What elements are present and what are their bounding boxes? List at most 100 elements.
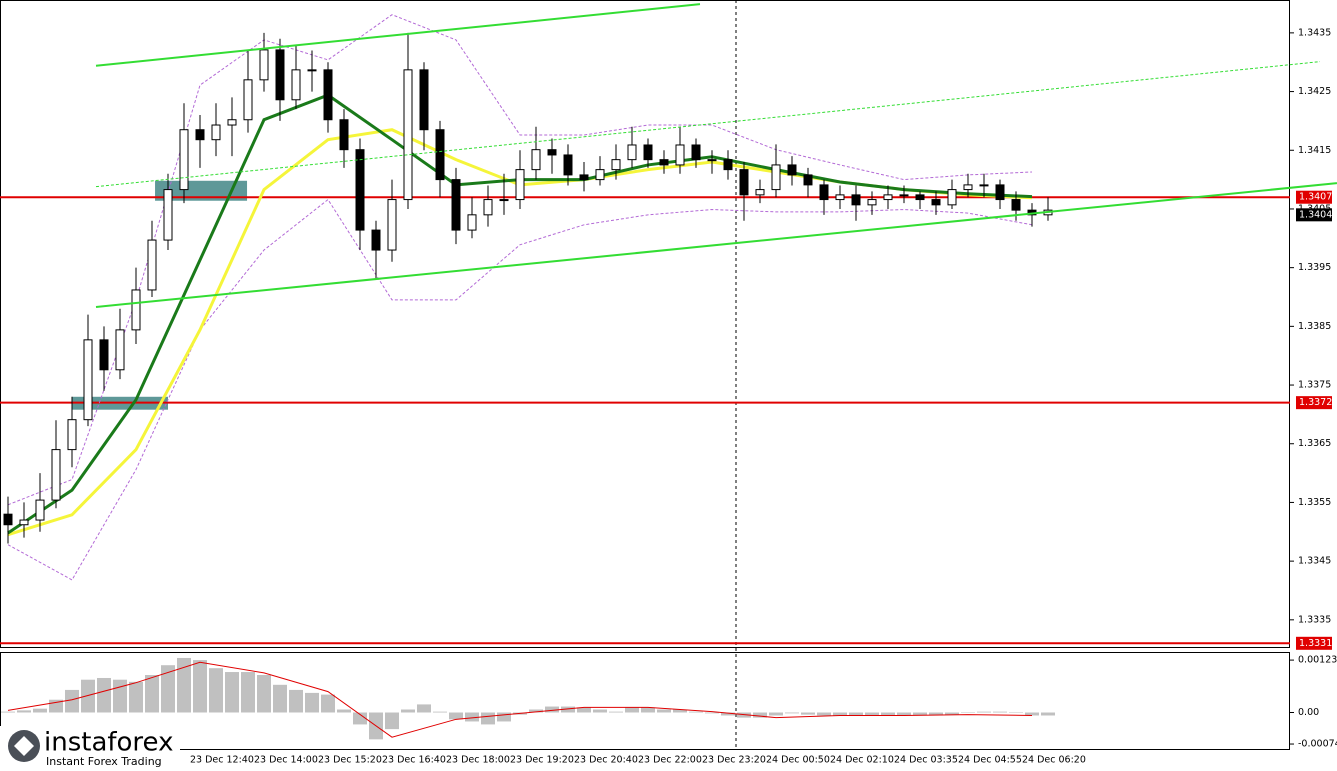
x-tick-label: 23 Dec 19:20 (510, 755, 574, 766)
macd-bar (321, 694, 335, 713)
macd-bar (241, 672, 255, 713)
x-tick-label: 24 Dec 00:50 (766, 755, 830, 766)
macd-bar (1041, 712, 1055, 716)
candle-body (291, 69, 301, 101)
y-tick-label: 1.3335 (1298, 614, 1331, 625)
candle-body (547, 149, 557, 156)
candle-body (803, 174, 813, 186)
y-tick-label: 1.3395 (1298, 262, 1331, 273)
x-tick-label: 24 Dec 06:20 (1022, 755, 1086, 766)
indicator-line (7, 14, 1033, 506)
candle-body (451, 179, 461, 231)
macd-bar (801, 712, 815, 715)
y-tick-label: 1.3425 (1298, 86, 1331, 97)
macd-bar (705, 712, 719, 714)
x-tick-label: 23 Dec 23:20 (702, 755, 766, 766)
y-tick-label: 1.3375 (1298, 380, 1331, 391)
macd-bar (673, 709, 687, 713)
signal-line (7, 661, 1033, 738)
macd-bar (721, 712, 735, 716)
macd-bar (641, 707, 655, 713)
macd-bar (993, 711, 1007, 713)
candle-body (371, 229, 381, 251)
macd-bar (161, 665, 175, 713)
macd-bar (593, 709, 607, 713)
macd-bar (945, 712, 959, 715)
x-tick-label: 23 Dec 22:00 (638, 755, 702, 766)
candle-body (883, 194, 893, 201)
y-tick-label: 0.00 (1298, 707, 1319, 718)
last-price-bg (1296, 208, 1332, 222)
macd-bar (689, 711, 703, 713)
macd-bar (257, 675, 271, 713)
candle-body (51, 449, 61, 501)
macd-bar (817, 712, 831, 716)
macd-bar (81, 679, 95, 713)
macd-bar (657, 709, 671, 713)
candle-body (499, 199, 509, 202)
macd-bar (177, 657, 191, 713)
candle-body (707, 159, 717, 162)
candle-body (83, 339, 93, 421)
macd-bar (465, 712, 479, 722)
macd-bar (849, 712, 863, 716)
macd-bar (193, 660, 207, 713)
candle-body (275, 49, 285, 101)
candle-body (515, 169, 525, 201)
macd-bar (145, 675, 159, 713)
trendline (95, 61, 1321, 188)
candle-body (179, 129, 189, 191)
y-tick-label: 1.3365 (1298, 438, 1331, 449)
candle-body (259, 49, 269, 81)
macd-bar (785, 712, 799, 714)
candle-body (819, 184, 829, 201)
main-panel (0, 0, 1290, 648)
candle-body (755, 189, 765, 196)
x-tick-label: 23 Dec 16:40 (382, 755, 446, 766)
x-tick-label: 23 Dec 18:00 (446, 755, 510, 766)
indicator-line (7, 198, 1033, 581)
x-tick-label: 23 Dec 14:00 (254, 755, 318, 766)
macd-bar (881, 712, 895, 716)
level-label: 1.3372 (1299, 397, 1332, 408)
candle-body (995, 184, 1005, 201)
candle-body (595, 169, 605, 181)
macd-bar (33, 708, 47, 713)
logo-tagline: Instant Forex Trading (46, 755, 162, 768)
y-tick-label: 1.3355 (1298, 497, 1331, 508)
macd-bar (273, 684, 287, 713)
macd-bar (113, 679, 127, 713)
candle-body (531, 149, 541, 171)
candle-body (675, 144, 685, 166)
candle-body (963, 184, 973, 191)
candle-body (627, 144, 637, 161)
macd-bar (305, 692, 319, 713)
candle-body (243, 79, 253, 121)
last-price-label: 1.3404 (1299, 209, 1332, 220)
macd-bar (417, 704, 431, 713)
macd-bar (449, 712, 463, 720)
y-tick-label: -0.00074 (1298, 739, 1337, 750)
x-tick-label: 24 Dec 04:55 (958, 755, 1022, 766)
candle-body (19, 519, 29, 526)
candle-body (659, 159, 669, 166)
candle-body (563, 154, 573, 176)
logo: instaforex Instant Forex Trading (0, 726, 180, 771)
candle-body (387, 199, 397, 251)
macd-bar (1009, 712, 1023, 714)
macd-bar (289, 689, 303, 713)
level-label-bg (1296, 636, 1332, 650)
macd-bar (577, 707, 591, 713)
y-tick-label: 1.3345 (1298, 556, 1331, 567)
x-tick-label: 24 Dec 02:10 (830, 755, 894, 766)
macd-bar (433, 711, 447, 713)
macd-bar (913, 712, 927, 716)
candle-body (307, 69, 317, 72)
candle-body (403, 69, 413, 201)
candle-body (323, 69, 333, 121)
macd-bar (897, 712, 911, 716)
trendline (95, 182, 1337, 308)
macd-bar (561, 706, 575, 713)
macd-bar (961, 712, 975, 714)
